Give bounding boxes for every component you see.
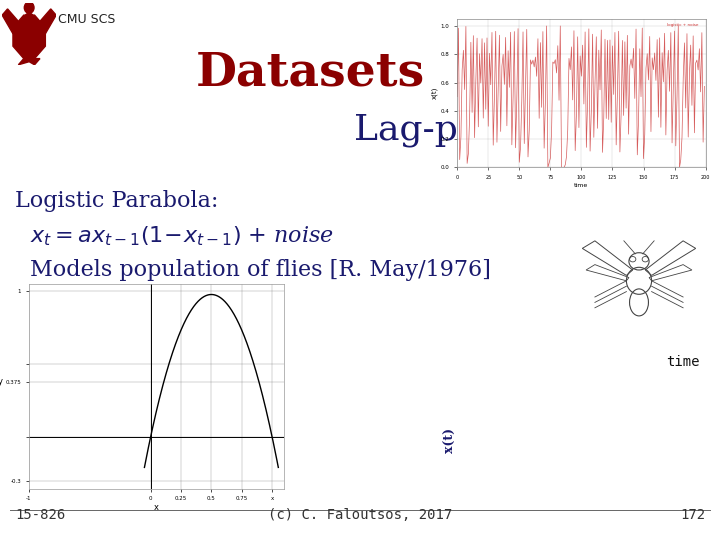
Polygon shape [25, 12, 33, 15]
Polygon shape [35, 9, 56, 33]
Text: Logistic Parabola:: Logistic Parabola: [15, 190, 218, 212]
Y-axis label: x(t): x(t) [431, 87, 438, 99]
Text: CMU SCS: CMU SCS [58, 13, 115, 26]
Y-axis label: y: y [0, 377, 2, 386]
X-axis label: x: x [154, 503, 159, 512]
Text: Datasets: Datasets [195, 50, 425, 96]
Text: (c) C. Faloutsos, 2017: (c) C. Faloutsos, 2017 [268, 508, 452, 522]
Polygon shape [2, 9, 24, 33]
Text: $x_t = ax_{t-1}(1\!-\!x_{t-1})$ + noise: $x_t = ax_{t-1}(1\!-\!x_{t-1})$ + noise [30, 224, 334, 248]
Polygon shape [19, 59, 40, 65]
X-axis label: time: time [575, 183, 588, 188]
Text: Models population of flies [R. May/1976]: Models population of flies [R. May/1976] [30, 259, 491, 281]
Text: 15-826: 15-826 [15, 508, 66, 522]
Text: Lag-plot: Lag-plot [354, 113, 506, 147]
Text: logistic + noise: logistic + noise [667, 23, 698, 28]
Text: time: time [667, 355, 700, 369]
Text: 172: 172 [680, 508, 705, 522]
Polygon shape [13, 15, 45, 59]
Circle shape [24, 2, 34, 14]
Text: x(t): x(t) [444, 428, 456, 453]
